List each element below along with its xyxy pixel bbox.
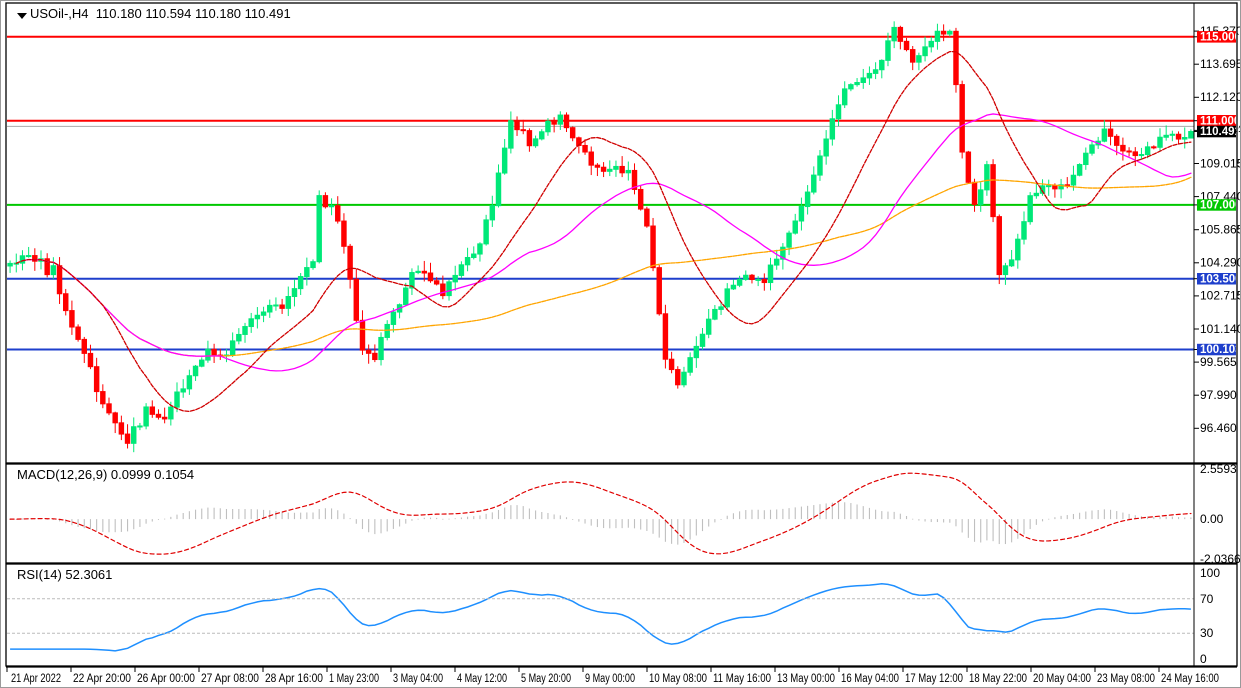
svg-text:27 Apr 08:00: 27 Apr 08:00: [201, 673, 259, 685]
svg-text:96.460: 96.460: [1200, 421, 1237, 435]
svg-text:107.000: 107.000: [1200, 200, 1241, 212]
svg-text:26 Apr 00:00: 26 Apr 00:00: [137, 673, 195, 685]
svg-text:97.990: 97.990: [1200, 388, 1237, 402]
svg-text:99.565: 99.565: [1200, 355, 1237, 369]
svg-text:103.500: 103.500: [1200, 273, 1241, 285]
svg-text:13 May 00:00: 13 May 00:00: [777, 673, 835, 685]
svg-text:110.491: 110.491: [1200, 126, 1241, 138]
svg-text:23 May 08:00: 23 May 08:00: [1097, 673, 1155, 685]
svg-text:30: 30: [1200, 626, 1214, 640]
svg-text:0.00: 0.00: [1200, 512, 1224, 526]
svg-text:113.695: 113.695: [1200, 57, 1241, 71]
svg-text:10 May 08:00: 10 May 08:00: [649, 673, 707, 685]
svg-text:9 May 00:00: 9 May 00:00: [585, 673, 635, 685]
svg-text:109.015: 109.015: [1200, 156, 1241, 170]
svg-text:101.140: 101.140: [1200, 322, 1241, 336]
svg-text:17 May 12:00: 17 May 12:00: [905, 673, 963, 685]
svg-text:102.715: 102.715: [1200, 289, 1241, 303]
svg-text:104.290: 104.290: [1200, 256, 1241, 270]
svg-text:112.120: 112.120: [1200, 90, 1241, 104]
svg-text:100.103: 100.103: [1200, 344, 1241, 356]
svg-text:21 Apr 2022: 21 Apr 2022: [11, 673, 61, 685]
svg-text:28 Apr 16:00: 28 Apr 16:00: [265, 673, 323, 685]
svg-text:20 May 04:00: 20 May 04:00: [1033, 673, 1091, 685]
svg-text:11 May 16:00: 11 May 16:00: [713, 673, 771, 685]
svg-text:16 May 04:00: 16 May 04:00: [841, 673, 899, 685]
svg-text:2.5593: 2.5593: [1200, 462, 1237, 476]
svg-text:3 May 04:00: 3 May 04:00: [393, 673, 443, 685]
svg-text:0: 0: [1200, 652, 1207, 666]
svg-text:100: 100: [1200, 566, 1220, 580]
svg-text:-2.0366: -2.0366: [1200, 552, 1241, 566]
svg-text:22 Apr 20:00: 22 Apr 20:00: [73, 673, 131, 685]
svg-text:18 May 22:00: 18 May 22:00: [969, 673, 1027, 685]
svg-text:24 May 16:00: 24 May 16:00: [1161, 673, 1219, 685]
svg-text:4 May 12:00: 4 May 12:00: [457, 673, 507, 685]
svg-text:105.865: 105.865: [1200, 223, 1241, 237]
svg-text:70: 70: [1200, 592, 1214, 606]
svg-text:115.000: 115.000: [1200, 31, 1241, 43]
svg-text:1 May 23:00: 1 May 23:00: [329, 673, 379, 685]
svg-text:5 May 20:00: 5 May 20:00: [521, 673, 571, 685]
